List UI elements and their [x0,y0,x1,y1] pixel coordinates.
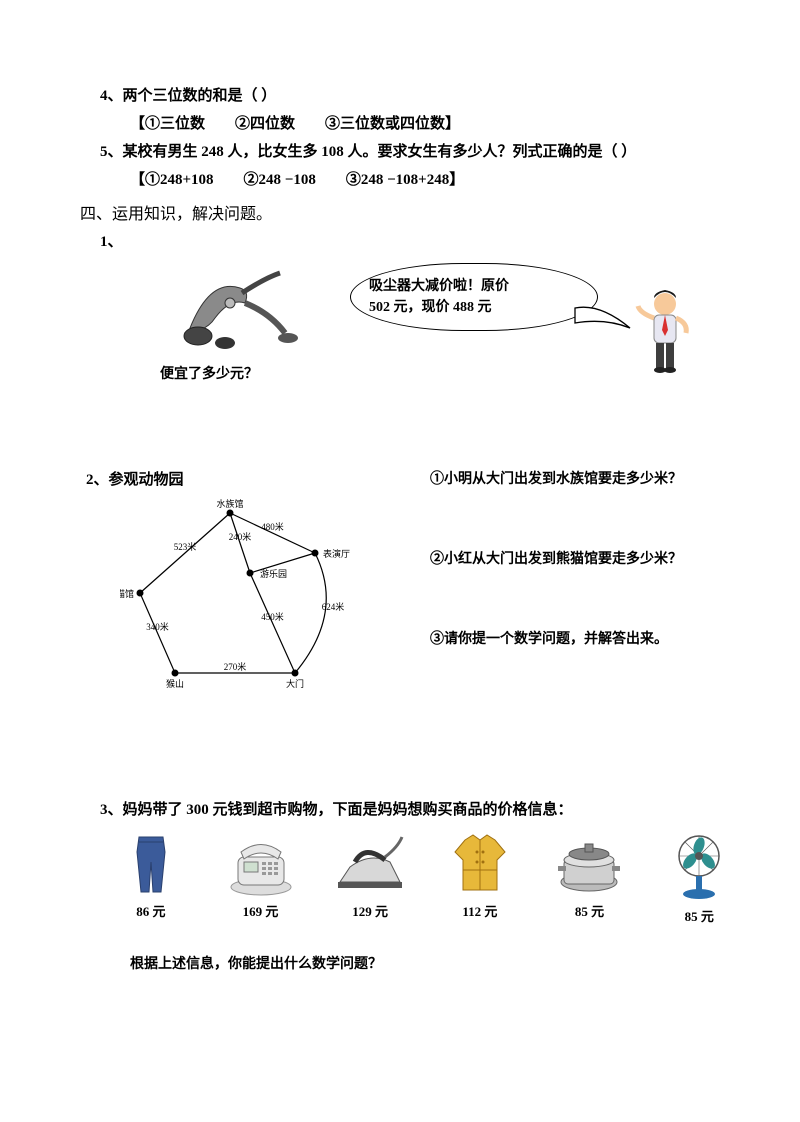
q4-opts: 【①三位数 ②四位数 ③三位数或四位数】 [130,112,740,136]
q2-sub3: ③请你提一个数学问题，并解答出来。 [430,628,750,648]
svg-text:624米: 624米 [322,601,345,612]
q4-num: 4、 [100,88,123,104]
q2-sub2: ②小红从大门出发到熊猫馆要走多少米？ [430,548,750,568]
q4-line: 4、两个三位数的和是（ ） [100,84,740,108]
q1-num: 1、 [100,230,740,254]
person-icon [630,288,700,378]
q2-block: 2、参观动物园 523米 240米 480米 450米 624米 340米 270米 水族馆表… [80,468,740,728]
q5-num: 5、 [100,144,123,160]
good-pot: 85 元 [549,832,631,925]
svg-text:熊猫馆: 熊猫馆 [120,588,134,599]
q3-block: 3、妈妈带了 300 元钱到超市购物，下面是妈妈想购买商品的价格信息： 86 元 [80,798,740,973]
good-phone: 169 元 [220,832,302,925]
vacuum-icon [170,258,300,358]
speech-bubble: 吸尘器大减价啦！原价 502 元，现价 488 元 [350,263,598,331]
q5-line: 5、某校有男生 248 人，比女生多 108 人。要求女生有多少人？列式正确的是… [100,140,740,164]
q5-text: 某校有男生 248 人，比女生多 108 人。要求女生有多少人？列式正确的是（ … [123,144,637,160]
price-pants: 86 元 [136,901,165,920]
fan-icon [667,832,732,902]
svg-text:480米: 480米 [261,521,284,532]
q4-text: 两个三位数的和是（ ） [123,88,277,104]
price-phone: 169 元 [243,901,279,920]
svg-text:450米: 450米 [261,611,284,622]
q2-num: 2、 [86,472,109,488]
good-fan: 85 元 [658,832,740,925]
svg-text:523米: 523米 [174,541,197,552]
iron-icon [330,832,410,897]
svg-text:大门: 大门 [286,678,304,689]
goods-row: 86 元 169 元 [110,832,740,925]
good-pants: 86 元 [110,832,192,925]
bubble-line2: 502 元，现价 488 元 [369,297,579,318]
q3-ask: 根据上述信息，你能提出什么数学问题？ [130,953,740,973]
jacket-icon [445,832,515,897]
q3-num: 3、 [100,802,123,818]
q3-line: 3、妈妈带了 300 元钱到超市购物，下面是妈妈想购买商品的价格信息： [100,798,740,822]
q3-text: 妈妈带了 300 元钱到超市购物，下面是妈妈想购买商品的价格信息： [123,802,573,818]
svg-text:猴山: 猴山 [166,678,184,689]
svg-text:270米: 270米 [224,661,247,672]
bubble-line1: 吸尘器大减价啦！原价 [369,276,579,297]
svg-text:240米: 240米 [229,531,252,542]
q1-figure: 便宜了多少元？ 吸尘器大减价啦！原价 502 元，现价 488 元 [100,258,740,428]
svg-text:游乐园: 游乐园 [260,568,287,579]
good-jacket: 112 元 [439,832,521,925]
section-4-title: 四、运用知识，解决问题。 [80,200,740,224]
q5-opts: 【①248+108 ②248 −108 ③248 −108+248】 [130,168,740,192]
svg-text:表演厅: 表演厅 [323,548,350,559]
price-iron: 129 元 [352,901,388,920]
good-iron: 129 元 [329,832,411,925]
price-pot: 85 元 [575,901,604,920]
pot-icon [552,832,627,897]
q1-caption: 便宜了多少元？ [160,363,258,383]
zoo-map: 523米 240米 480米 450米 624米 340米 270米 水族馆表演厅游乐园熊猫馆… [120,498,380,708]
price-jacket: 112 元 [462,901,497,920]
svg-text:水族馆: 水族馆 [216,498,243,509]
pants-icon [121,832,181,897]
price-fan: 85 元 [685,906,714,925]
q2-sub1: ①小明从大门出发到水族馆要走多少米？ [430,468,750,488]
svg-text:340米: 340米 [146,621,169,632]
q2-title: 参观动物园 [109,472,184,488]
phone-icon [226,832,296,897]
